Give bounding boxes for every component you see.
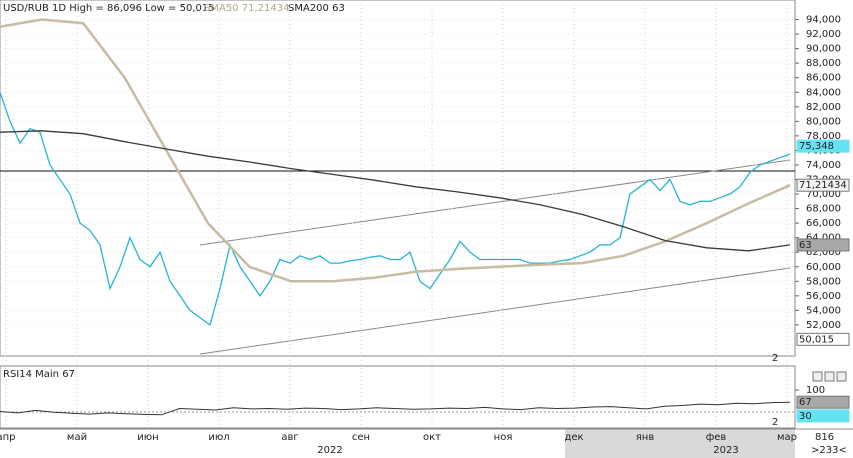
y-tick-label: 52,000 — [806, 320, 841, 331]
price-label-box — [796, 238, 850, 252]
x-tick-label: апр — [0, 432, 16, 443]
y-tick-label: 90,000 — [806, 44, 841, 55]
series-line — [0, 18, 791, 283]
sma50-label: SMA50 71,21434 — [204, 3, 289, 14]
y-tick-label: 66,000 — [806, 218, 841, 229]
sma200-label: SMA200 63 — [288, 3, 345, 14]
year-label: 2022 — [317, 445, 342, 456]
y-tick-label: 70,000 — [806, 189, 841, 200]
rsi-pane — [0, 365, 796, 429]
x-tick-label: сен — [352, 432, 370, 443]
y-tick-label: 74,000 — [806, 160, 841, 171]
y-tick-label: 86,000 — [806, 73, 841, 84]
max-button[interactable] — [824, 371, 835, 382]
y-tick-label: 78,000 — [806, 131, 841, 142]
pane-mark: 2 — [772, 353, 778, 364]
x-tick-label: мар — [777, 432, 797, 443]
y-tick-label: 58,000 — [806, 276, 841, 287]
close-button[interactable] — [836, 371, 847, 382]
channel-upper — [199, 159, 791, 246]
x-tick-label: янв — [636, 432, 655, 443]
x-tick-label: ноя — [494, 432, 513, 443]
rsi-label: RSI14 Main 67 — [3, 369, 75, 380]
channel-lower — [199, 267, 791, 355]
y-tick-label: 80,000 — [806, 116, 841, 127]
x-tick-label: май — [67, 432, 87, 443]
rsi-level-label: 30 — [799, 411, 812, 422]
x-tick-label: июл — [208, 432, 229, 443]
pane-mark: 2 — [772, 417, 778, 428]
x-tick-label: авг — [281, 432, 298, 443]
y-tick-label: 62,000 — [806, 247, 841, 258]
price-label-box — [796, 332, 850, 346]
y-tick-label: 82,000 — [806, 102, 841, 113]
y-tick-label: 60,000 — [806, 262, 841, 273]
price-label: 75,348 — [799, 141, 834, 152]
rsi-level-box — [796, 409, 850, 423]
x-tick-label: июн — [137, 432, 158, 443]
rsi-level-label: 67 — [799, 397, 812, 408]
y-tick-label: 68,000 — [806, 204, 841, 215]
y-tick-label: 84,000 — [806, 87, 841, 98]
scroll-indicator[interactable]: >233< — [811, 445, 847, 456]
price-label-box — [796, 178, 850, 192]
y-tick-label: 56,000 — [806, 291, 841, 302]
series-line — [0, 130, 791, 252]
y-tick-label: 94,000 — [806, 15, 841, 26]
price-label: 50,015 — [799, 334, 834, 345]
y-tick-label: 54,000 — [806, 305, 841, 316]
rsi-line — [0, 401, 791, 416]
x-tick-label: фев — [706, 432, 727, 443]
price-label: 71,21434 — [799, 180, 847, 191]
chart-title: USD/RUB 1D High = 86,096 Low = 50,015 — [3, 3, 215, 14]
future-shade — [565, 429, 795, 458]
y-tick-label: 92,000 — [806, 29, 841, 40]
year-label: 2023 — [713, 445, 738, 456]
price-label: 63 — [799, 240, 812, 251]
y-tick-label: 64,000 — [806, 233, 841, 244]
main-pane — [0, 0, 796, 357]
series-line — [0, 92, 791, 326]
x-tick-label: дек — [564, 432, 583, 443]
x-tick-label: окт — [423, 432, 441, 443]
min-button[interactable] — [812, 371, 823, 382]
price-label-box — [796, 139, 850, 153]
y-tick-label: 88,000 — [806, 58, 841, 69]
rsi-level-box — [796, 395, 850, 409]
y-tick-label: 100 — [806, 385, 825, 396]
bar-count: 816 — [815, 432, 834, 443]
